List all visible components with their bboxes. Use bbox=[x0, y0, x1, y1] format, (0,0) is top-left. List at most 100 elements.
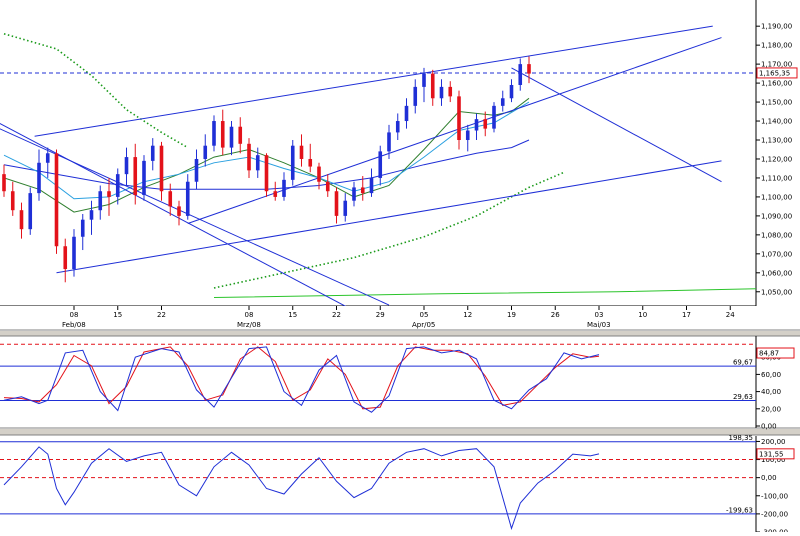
cci-y-tick-label: -200,00 bbox=[761, 510, 788, 518]
candle-body bbox=[352, 187, 356, 201]
price-y-tick-label: 1,140,00 bbox=[761, 118, 792, 126]
candle-body bbox=[168, 191, 173, 207]
dotted-moving-average-upper bbox=[3, 33, 189, 149]
candle-body bbox=[45, 153, 50, 163]
stoch-reference-label: 69,67 bbox=[733, 359, 753, 367]
date-tick-label: 17 bbox=[682, 311, 691, 319]
candle-body bbox=[413, 86, 418, 106]
candle-body bbox=[124, 157, 129, 175]
current-price-label: 1,165,35 bbox=[759, 69, 790, 77]
cci-reference-label: -199,63 bbox=[726, 506, 753, 514]
candle-body bbox=[439, 86, 444, 99]
price-panel: 1,190,00 1,180,00 1,170,00 1,160,00 1,150,00… bbox=[0, 23, 798, 329]
date-tick-label: 08 bbox=[245, 311, 254, 319]
price-y-tick-label: 1,120,00 bbox=[761, 155, 792, 163]
cci-y-tick-label: 0,00 bbox=[761, 474, 777, 482]
candle-body bbox=[290, 145, 295, 180]
month-label: Mai/03 bbox=[587, 321, 611, 329]
trendline bbox=[34, 25, 713, 137]
price-y-tick-label: 1,060,00 bbox=[761, 269, 792, 277]
price-y-tick-label: 1,110,00 bbox=[761, 174, 792, 182]
candle-body bbox=[177, 206, 181, 216]
moving-average-mid bbox=[3, 97, 530, 213]
candle-body bbox=[527, 64, 531, 74]
candle-body bbox=[63, 246, 68, 270]
candle-body bbox=[142, 160, 146, 196]
candle-body bbox=[150, 145, 155, 161]
stoch-current-label: 84,87 bbox=[759, 350, 779, 358]
date-tick-label: 12 bbox=[463, 311, 472, 319]
trendline bbox=[0, 122, 347, 306]
panel-splitter-2 bbox=[0, 429, 800, 435]
price-y-tick-label: 1,090,00 bbox=[761, 212, 792, 220]
candle-body bbox=[492, 105, 496, 129]
date-tick-label: 24 bbox=[726, 311, 735, 319]
price-y-tick-label: 1,150,00 bbox=[761, 99, 792, 107]
candle-body bbox=[395, 121, 400, 133]
candle-body bbox=[264, 155, 269, 192]
candle-body bbox=[98, 191, 103, 211]
price-y-tick-label: 1,170,00 bbox=[761, 61, 792, 69]
candle-body bbox=[334, 191, 339, 216]
cci-current-box bbox=[756, 448, 795, 460]
trendline bbox=[187, 37, 722, 224]
candle-body bbox=[2, 174, 6, 192]
candle-body bbox=[89, 210, 94, 220]
candle-body bbox=[37, 162, 41, 194]
date-tick-label: 22 bbox=[157, 311, 166, 319]
month-label: Feb/08 bbox=[62, 321, 86, 329]
trendline bbox=[0, 128, 390, 306]
stoch-k-line bbox=[3, 346, 600, 413]
candle-body bbox=[273, 191, 278, 197]
price-y-tick-label: 1,070,00 bbox=[761, 250, 792, 258]
cci-y-tick-label: -100,00 bbox=[761, 492, 788, 500]
date-tick-label: 26 bbox=[551, 311, 560, 319]
candle-body bbox=[107, 191, 111, 197]
candle-body bbox=[325, 181, 330, 192]
candle-body bbox=[369, 177, 374, 194]
date-tick-label: 19 bbox=[507, 311, 516, 319]
candle-body bbox=[387, 132, 391, 152]
candle-body bbox=[378, 151, 383, 178]
candle-body bbox=[509, 84, 514, 99]
stoch-current-box bbox=[756, 347, 795, 359]
candle-body bbox=[282, 179, 286, 197]
price-y-tick-label: 1,130,00 bbox=[761, 137, 792, 145]
cci-line bbox=[3, 446, 600, 531]
price-y-tick-label: 1,180,00 bbox=[761, 42, 792, 50]
candle-body bbox=[19, 210, 24, 230]
date-tick-label: 03 bbox=[595, 311, 604, 319]
candle-body bbox=[255, 155, 260, 171]
trendline bbox=[56, 160, 722, 274]
candle-body bbox=[194, 158, 199, 182]
candle-body bbox=[360, 187, 365, 194]
price-y-tick-label: 1,190,00 bbox=[761, 23, 792, 31]
candle-body bbox=[500, 98, 505, 106]
candle-body bbox=[80, 219, 85, 237]
trendline bbox=[511, 67, 722, 183]
date-tick-label: 22 bbox=[332, 311, 341, 319]
cci-reference-label: 198,35 bbox=[729, 434, 754, 442]
cci-current-label: 131,55 bbox=[759, 450, 784, 458]
candle-body bbox=[229, 126, 234, 148]
price-y-tick-label: 1,160,00 bbox=[761, 80, 792, 88]
candle-body bbox=[247, 143, 251, 171]
dotted-moving-average-lower bbox=[213, 171, 565, 289]
date-tick-label: 15 bbox=[288, 311, 297, 319]
candle-body bbox=[54, 153, 59, 247]
candle-body bbox=[317, 166, 321, 182]
candle-body bbox=[28, 193, 33, 230]
candle-body bbox=[133, 157, 138, 196]
stoch-y-tick-label: 60,00 bbox=[761, 371, 781, 379]
panel-splitter-1 bbox=[0, 331, 800, 336]
price-y-tick-label: 1,080,00 bbox=[761, 231, 792, 239]
candle-body bbox=[518, 64, 523, 85]
candle-body bbox=[203, 145, 208, 159]
cci-y-tick-label: -300,00 bbox=[761, 529, 788, 533]
candle-body bbox=[448, 86, 453, 97]
candle-body bbox=[474, 119, 479, 131]
price-y-tick-label: 1,100,00 bbox=[761, 193, 792, 201]
